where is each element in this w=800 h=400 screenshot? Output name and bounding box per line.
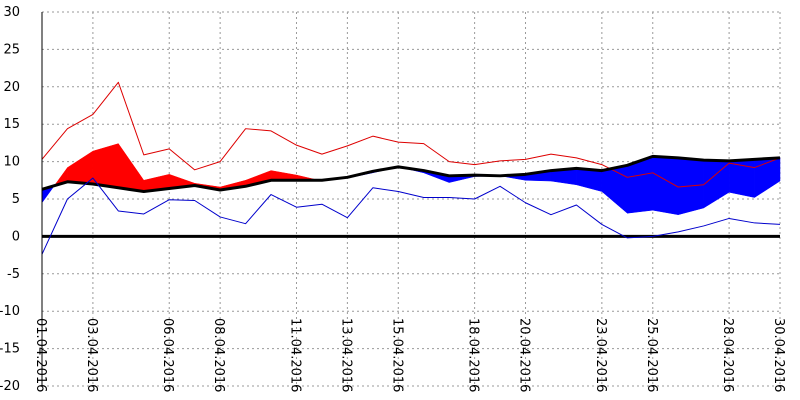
- max-series-line: [41, 81, 781, 188]
- y-tick-label: 15: [3, 117, 20, 132]
- x-tick-label: 25.04.2016: [644, 318, 659, 392]
- y-tick-label: 25: [3, 42, 20, 57]
- x-tick-label: 11.04.2016: [287, 318, 302, 392]
- x-tick-label: 08.04.2016: [211, 318, 226, 392]
- y-tick-label: 5: [12, 192, 20, 207]
- x-tick-label: 06.04.2016: [160, 318, 175, 392]
- cold-anomaly-area: [601, 165, 628, 214]
- warm-anomaly-area: [67, 150, 94, 185]
- x-tick-label: 18.04.2016: [466, 318, 481, 392]
- series-line-layer: [41, 81, 781, 255]
- y-tick-label: -20: [0, 379, 20, 394]
- y-tick-label: 10: [3, 155, 20, 170]
- mean-series-line: [41, 154, 781, 194]
- y-tick-label: 20: [3, 80, 20, 95]
- min-series-line: [41, 177, 781, 255]
- x-tick-label: 01.04.2016: [33, 318, 48, 392]
- x-tick-label: 30.04.2016: [771, 318, 786, 392]
- cold-anomaly-area: [754, 157, 781, 198]
- y-tick-label: 0: [12, 229, 20, 244]
- x-tick-label: 13.04.2016: [338, 318, 353, 392]
- cold-anomaly-area: [652, 156, 679, 216]
- y-tick-label: -10: [0, 304, 20, 319]
- axis-layer: 30 25 20 15 10 5 0 -5 -10 -15 -20 01.04.2016 03.04.2…: [0, 5, 786, 394]
- warm-anomaly-area: [118, 142, 145, 192]
- anomaly-fill-layer: [41, 142, 781, 216]
- x-tick-label: 23.04.2016: [593, 318, 608, 392]
- x-tick-label: 28.04.2016: [720, 318, 735, 392]
- x-tick-label: 15.04.2016: [389, 318, 404, 392]
- cold-anomaly-area: [576, 168, 603, 192]
- warm-anomaly-area: [92, 143, 119, 189]
- x-tick-label: 20.04.2016: [517, 318, 532, 392]
- y-tick-label: 30: [3, 5, 20, 20]
- x-tick-label: 03.04.2016: [84, 318, 99, 392]
- cold-anomaly-area: [703, 159, 730, 209]
- y-tick-label: -15: [0, 342, 20, 357]
- y-tick-label: -5: [7, 267, 20, 282]
